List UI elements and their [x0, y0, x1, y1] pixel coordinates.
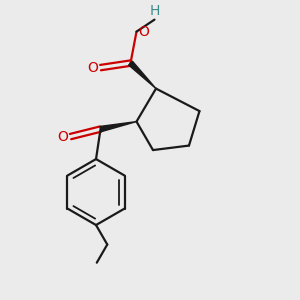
Text: O: O [138, 25, 149, 39]
Text: H: H [149, 4, 160, 18]
Polygon shape [100, 122, 136, 132]
Text: O: O [87, 61, 98, 75]
Text: O: O [57, 130, 68, 144]
Polygon shape [129, 61, 156, 88]
